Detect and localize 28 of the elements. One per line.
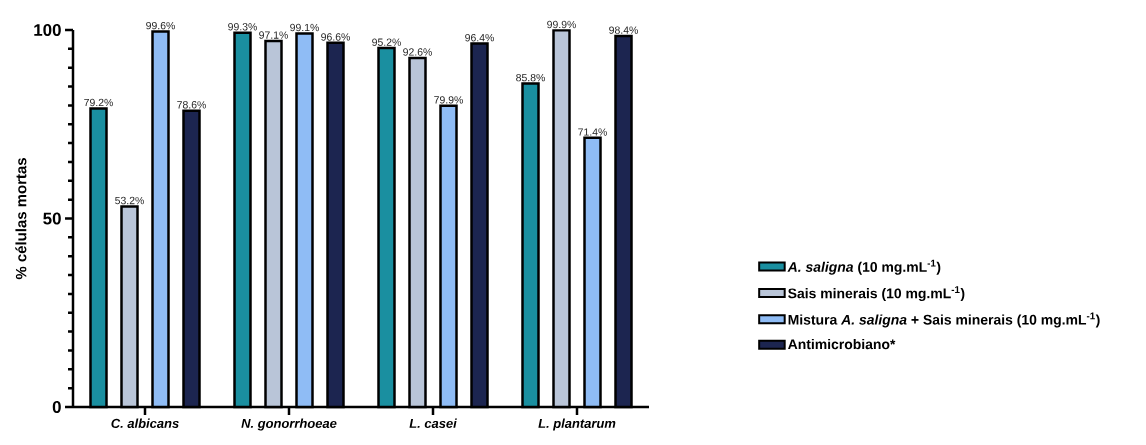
legend-label: Sais minerais (10 mg.mL$^{-1}$) bbox=[788, 286, 965, 302]
y-tick-label: 100 bbox=[34, 24, 61, 36]
legend-label: Mistura A. saligna + Sais minerais (10 mg.mL$^{-1}$) bbox=[788, 312, 1100, 328]
x-tick-label: N. gonorrhoeae bbox=[241, 418, 337, 431]
data-label: 85.8% bbox=[516, 73, 545, 82]
data-label: 53.2% bbox=[115, 196, 144, 205]
y-axis-title: % células mortas bbox=[15, 158, 27, 280]
data-label: 97.1% bbox=[259, 31, 288, 39]
data-label: 98.4% bbox=[609, 26, 638, 34]
data-label: 79.9% bbox=[434, 96, 463, 104]
data-label: 95.2% bbox=[372, 38, 401, 46]
data-label: 79.2% bbox=[84, 98, 113, 107]
legend-label: A. saligna (10 mg.mL$^{-1}$) bbox=[787, 259, 941, 275]
x-tick-label: C. albicans bbox=[111, 418, 179, 428]
data-label: 99.9% bbox=[547, 20, 576, 29]
data-label: 78.6% bbox=[177, 101, 206, 109]
data-label: 99.6% bbox=[146, 21, 175, 30]
x-tick-label: L. casei bbox=[409, 418, 457, 428]
data-label: 92.6% bbox=[403, 48, 432, 56]
data-label: 99.3% bbox=[228, 23, 257, 31]
y-tick-label: 0 bbox=[52, 401, 61, 413]
data-label: 99.1% bbox=[290, 23, 319, 32]
x-tick-label: L. plantarum bbox=[538, 418, 616, 431]
data-label: 71.4% bbox=[578, 128, 607, 136]
legend-label: Antimicrobiano* bbox=[788, 338, 896, 350]
data-label: 96.4% bbox=[465, 33, 494, 42]
y-tick-label: 50 bbox=[43, 212, 61, 225]
data-label: 96.6% bbox=[321, 33, 350, 41]
